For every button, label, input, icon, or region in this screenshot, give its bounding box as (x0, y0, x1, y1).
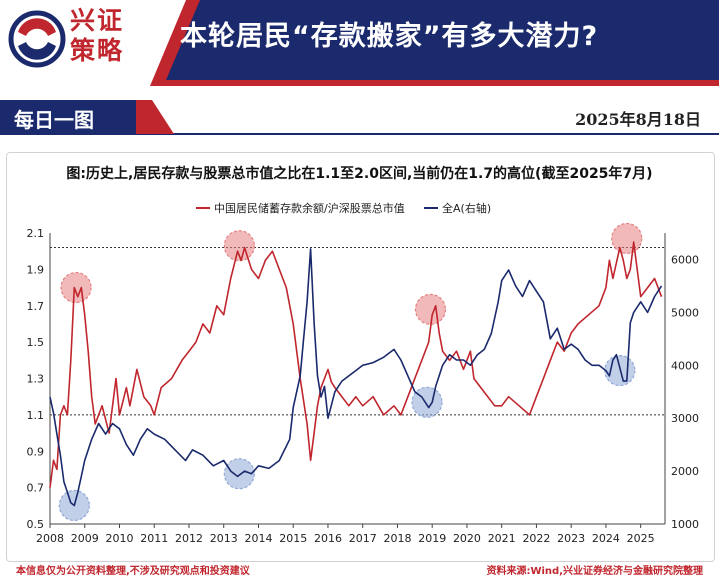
y-left-tick-label: 1.1 (27, 409, 45, 422)
x-tick-label: 2014 (244, 532, 272, 545)
highlight-marker-3 (611, 222, 643, 255)
y-right-tick-label: 6000 (671, 253, 699, 266)
disclaimer-text: 本信息仅为公开资料整理,不涉及研究观点和投资建议 (16, 566, 250, 577)
y-left-tick-label: 0.7 (27, 482, 45, 495)
x-tick-label: 2025 (627, 532, 655, 545)
figure-title: 图:历史上,居民存款与股票总市值之比在1.1至2.0区间,当前仍在1.7的高位(… (66, 166, 653, 182)
x-tick-label: 2016 (314, 532, 342, 545)
x-tick-label: 2021 (488, 532, 516, 545)
x-tick-label: 2022 (522, 532, 550, 545)
title-band (150, 0, 719, 86)
legend-label-0: 中国居民储蓄存款余额/沪深股票总市值 (214, 201, 405, 215)
logo-mark-icon (8, 10, 66, 68)
source-text: 资料来源:Wind,兴业证券经济与金融研究院整理 (486, 566, 703, 577)
x-tick-label: 2008 (36, 532, 64, 545)
page-title: 本轮居民“存款搬家”有多大潜力? (180, 21, 599, 52)
highlight-marker-2 (414, 293, 447, 325)
y-left-tick-label: 1.9 (27, 263, 45, 276)
highlight-marker-5 (223, 458, 255, 490)
x-tick-label: 2012 (175, 532, 203, 545)
x-tick-label: 2010 (105, 532, 133, 545)
figure-frame (6, 152, 715, 562)
x-tick-label: 2023 (557, 532, 585, 545)
brand-line-2: 策略 (70, 36, 125, 65)
x-tick-label: 2019 (418, 532, 446, 545)
x-tick-label: 2018 (383, 532, 411, 545)
line-chart: 2008 2009 2010 2011 2012 2013 2014 2015 2016 2017… (27, 201, 700, 545)
x-tick-label: 2024 (592, 532, 620, 545)
x-tick-label: 2015 (279, 532, 307, 545)
y-right-tick-label: 3000 (671, 412, 699, 425)
y-right-tick-label: 4000 (671, 359, 699, 372)
y-left-tick-label: 2.1 (27, 227, 45, 240)
y-right-tick-label: 1000 (671, 518, 699, 531)
y-left-tick-label: 1.3 (27, 373, 45, 386)
x-tick-label: 2017 (349, 532, 377, 545)
x-tick-label: 2013 (210, 532, 238, 545)
y-left-tick-label: 1.7 (27, 300, 45, 313)
header-banner: 兴证 策略 本轮居民“存款搬家”有多大潜力? (0, 0, 719, 86)
x-tick-label: 2020 (453, 532, 481, 545)
legend-label-1: 全A(右轴) (442, 201, 491, 215)
publish-date: 2025年8月18日 (575, 110, 701, 129)
daily-chart-label: 每日一图 (14, 108, 94, 132)
y-right-tick-label: 2000 (671, 465, 699, 478)
y-left-tick-label: 1.5 (27, 336, 45, 349)
y-right-tick-label: 5000 (671, 306, 699, 319)
highlight-marker-0 (60, 271, 92, 304)
x-tick-label: 2011 (140, 532, 168, 545)
x-tick-label: 2009 (71, 532, 99, 545)
y-left-tick-label: 0.5 (27, 518, 45, 531)
daily-chart-tag (0, 100, 136, 134)
y-left-tick-label: 0.9 (27, 445, 45, 458)
brand-line-1: 兴证 (70, 6, 125, 35)
brand-logo-text: 兴证 策略 (70, 6, 124, 66)
highlight-marker-6 (411, 386, 443, 418)
series-line-0 (49, 241, 663, 488)
series-line-1 (49, 248, 663, 507)
